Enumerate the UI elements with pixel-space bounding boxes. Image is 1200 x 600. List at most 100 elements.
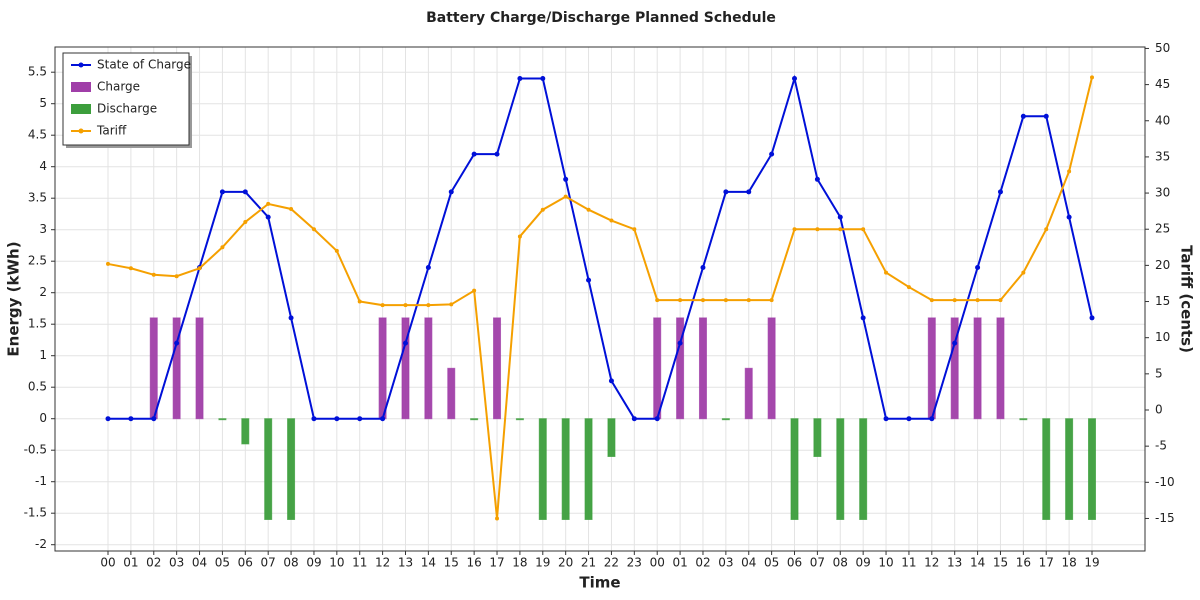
x-tick-label: 13 — [398, 556, 413, 570]
line — [108, 74, 1093, 420]
bar — [172, 317, 181, 420]
bar — [790, 418, 799, 521]
y2-tick-label: 35 — [1155, 149, 1170, 163]
y2-tick-label: 20 — [1155, 258, 1170, 272]
legend-label: Discharge — [97, 102, 157, 116]
bar — [767, 317, 776, 420]
bar — [653, 317, 662, 420]
point — [678, 298, 683, 303]
x-tick-label: 07 — [810, 556, 825, 570]
x-tick-label: 11 — [352, 556, 367, 570]
x-tick-label: 12 — [924, 556, 939, 570]
x-tick-label: 08 — [833, 556, 848, 570]
y-axis-title: Energy (kWh) — [5, 241, 23, 356]
point — [106, 261, 110, 266]
point — [380, 303, 385, 308]
point — [151, 272, 156, 277]
point — [1089, 315, 1095, 321]
point — [655, 298, 660, 303]
x-tick-label: 14 — [970, 556, 985, 570]
x-tick-label: 05 — [764, 556, 779, 570]
point — [975, 298, 980, 303]
legend-swatch — [71, 82, 91, 92]
x-tick-label: 15 — [444, 556, 459, 570]
point — [837, 214, 843, 220]
point — [517, 234, 522, 239]
point — [403, 303, 408, 308]
point — [906, 285, 911, 290]
point — [769, 151, 775, 157]
point — [174, 274, 179, 279]
point — [838, 227, 843, 232]
point — [219, 189, 225, 195]
point — [266, 201, 271, 206]
x-tick-label: 06 — [238, 556, 253, 570]
point — [380, 416, 386, 422]
x-tick-label: 04 — [192, 556, 207, 570]
point — [449, 302, 454, 307]
x-tick-label: 16 — [1016, 556, 1031, 570]
x-tick-label: 17 — [1039, 556, 1054, 570]
x-tick-label: 01 — [672, 556, 687, 570]
line — [107, 77, 1093, 519]
point — [815, 227, 820, 232]
point — [472, 288, 477, 293]
y-tick-label: 2.5 — [28, 254, 47, 268]
point — [494, 151, 500, 157]
point — [609, 218, 614, 223]
point — [1020, 113, 1026, 119]
point — [700, 298, 705, 303]
point — [723, 189, 729, 195]
y2-tick-label: -15 — [1155, 511, 1175, 525]
point — [700, 265, 706, 270]
point — [631, 416, 637, 422]
x-tick-label: 00 — [100, 556, 115, 570]
x-tick-label: 00 — [650, 556, 665, 570]
point — [929, 298, 934, 303]
bar — [996, 317, 1005, 420]
x-tick-label: 06 — [787, 556, 802, 570]
point — [265, 214, 271, 220]
bar — [195, 317, 204, 420]
point — [952, 298, 957, 303]
point — [426, 303, 431, 308]
x-tick-label: 14 — [421, 556, 436, 570]
point — [289, 206, 294, 211]
point — [677, 340, 683, 346]
point — [334, 416, 340, 422]
point — [654, 416, 660, 422]
bar — [287, 418, 296, 521]
legend-swatch — [71, 104, 91, 114]
bar — [378, 317, 387, 420]
point — [1021, 270, 1026, 275]
point — [814, 176, 820, 182]
point — [608, 378, 614, 384]
point — [1066, 214, 1072, 220]
y-tick-label: -0.5 — [24, 443, 47, 457]
point — [997, 189, 1003, 195]
y2-tick-label: 25 — [1155, 222, 1170, 236]
point — [288, 315, 294, 321]
point — [769, 298, 774, 303]
point — [883, 416, 889, 422]
x-tick-label: 09 — [306, 556, 321, 570]
x-tick-label: 10 — [329, 556, 344, 570]
bar — [859, 418, 868, 521]
point — [586, 207, 591, 212]
bar — [401, 317, 410, 420]
point — [723, 298, 728, 303]
bar — [561, 418, 570, 521]
bar — [424, 317, 433, 420]
x-tick-label: 07 — [261, 556, 276, 570]
point — [425, 265, 431, 270]
bar — [813, 418, 822, 458]
x-axis-title: Time — [579, 574, 620, 592]
point — [746, 189, 752, 195]
point — [1043, 113, 1049, 119]
x-tick-label: 02 — [695, 556, 710, 570]
y-tick-label: 4.5 — [28, 128, 47, 142]
point — [563, 176, 569, 182]
y-tick-label: 1 — [39, 348, 47, 362]
bar — [676, 317, 685, 420]
y-tick-label: 2 — [39, 285, 47, 299]
